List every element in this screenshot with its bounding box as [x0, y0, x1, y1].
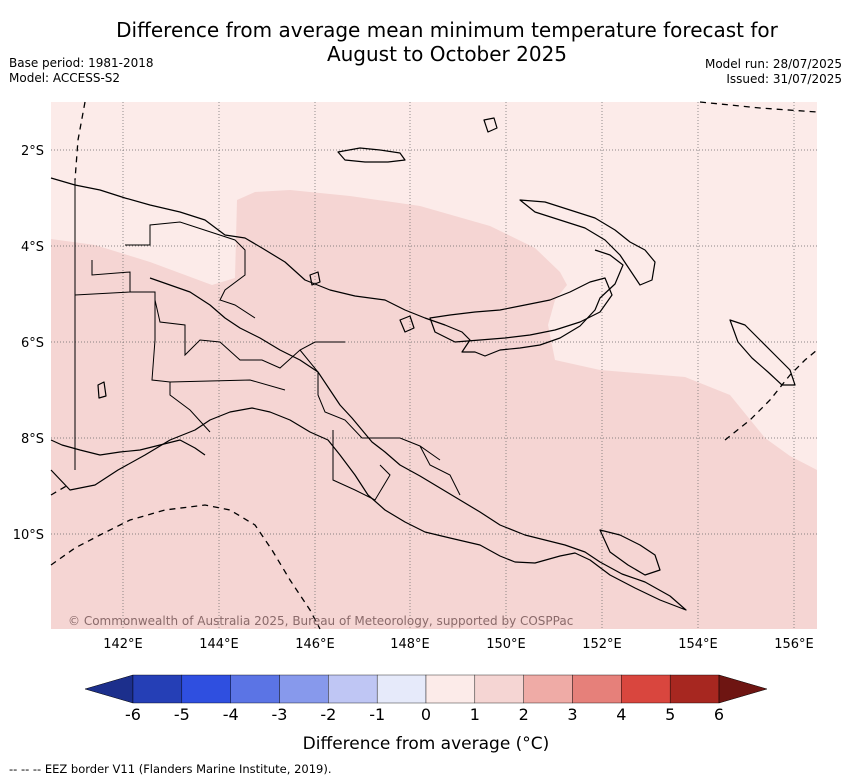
gridlines — [51, 102, 817, 629]
colorbar-cell — [523, 674, 573, 704]
colorbar-cell — [572, 674, 622, 704]
lon-label-142e: 142°E — [103, 637, 143, 652]
colorbar-extension-high — [718, 674, 768, 704]
colorbar-tick-label: 6 — [714, 705, 724, 724]
colorbar-tick-label: 5 — [665, 705, 675, 724]
admin-boundaries — [74, 180, 461, 501]
coastline-manus — [337, 147, 406, 163]
lon-label-154e: 154°E — [678, 637, 718, 652]
title-line-1: Difference from average mean minimum tem… — [116, 18, 778, 42]
meta-right: Model run: 28/07/2025 Issued: 31/07/2025 — [705, 57, 842, 87]
colorbar-tick-label: 2 — [519, 705, 529, 724]
eez-border-east — [724, 349, 818, 441]
lon-label-152e: 152°E — [582, 637, 622, 652]
model-run-text: Model run: 28/07/2025 — [704, 57, 842, 71]
coastline-new-britain — [429, 277, 613, 343]
coastline-island-small-2 — [309, 271, 321, 286]
colorbar-tick-label: -1 — [369, 705, 385, 724]
coastline-island-small-3 — [399, 315, 415, 333]
lon-label-144e: 144°E — [199, 637, 239, 652]
coastline-new-guinea-south — [50, 277, 687, 611]
colorbar-cell — [279, 674, 329, 704]
eez-legend-text: -- -- -- EEZ border V11 (Flanders Marine… — [9, 762, 332, 776]
colorbar-cell — [328, 674, 378, 704]
colorbar-label: Difference from average (°C) — [303, 734, 550, 754]
colorbar-cell — [669, 674, 720, 704]
lon-label-148e: 148°E — [390, 637, 430, 652]
coastline-new-ireland — [519, 199, 656, 286]
eez-border-west-lower — [50, 484, 69, 496]
eez-borders — [50, 101, 818, 630]
lat-labels: 2°S 4°S 6°S 8°S 10°S — [13, 144, 44, 543]
province-boundaries — [74, 221, 461, 501]
model-text: Model: ACCESS-S2 — [9, 71, 121, 85]
colorbar-cell — [376, 674, 427, 704]
lat-label-10s: 10°S — [13, 528, 44, 543]
colorbar-cell — [425, 674, 476, 704]
colorbar-cell — [132, 674, 183, 704]
meta-left: Base period: 1981-2018 Model: ACCESS-S2 — [9, 56, 154, 86]
lon-labels: 142°E 144°E 146°E 148°E 150°E 152°E 154°… — [103, 637, 814, 652]
coastline-island-small-1 — [483, 117, 498, 133]
coastline-bougainville — [729, 319, 796, 386]
map-title: Difference from average mean minimum tem… — [0, 18, 850, 66]
lon-label-156e: 156°E — [774, 637, 814, 652]
lat-label-2s: 2°S — [21, 144, 44, 159]
colorbar-cell — [621, 674, 671, 704]
lat-label-8s: 8°S — [21, 432, 44, 447]
lat-label-6s: 6°S — [21, 336, 44, 351]
colorbar-cell — [230, 674, 280, 704]
colorbar-tick-label: 3 — [567, 705, 577, 724]
colorbar-tick-label: -3 — [272, 705, 288, 724]
colorbar-tick-label: -5 — [174, 705, 190, 724]
colorbar-cell — [181, 674, 231, 704]
colorbar-tick-labels: -6 -5 -4 -3 -2 -1 0 1 2 3 4 5 6 — [125, 705, 724, 724]
colorbar-tick-label: 4 — [616, 705, 626, 724]
base-period-text: Base period: 1981-2018 — [9, 56, 154, 70]
colorbar-extension-low — [84, 674, 134, 704]
copyright-text: © Commonwealth of Australia 2025, Bureau… — [68, 614, 573, 628]
colorbar-tick-label: 0 — [421, 705, 431, 724]
colorbar: -6 -5 -4 -3 -2 -1 0 1 2 3 4 5 6 Difference from aver… — [84, 674, 768, 754]
colorbar-tick-label: 1 — [470, 705, 480, 724]
coastlines — [50, 117, 796, 611]
colorbar-cells — [132, 674, 720, 704]
colorbar-cell — [474, 674, 524, 704]
eez-border-north-east — [699, 101, 818, 113]
colorbar-tick-label: -2 — [320, 705, 336, 724]
issued-text: Issued: 31/07/2025 — [726, 72, 842, 86]
coastline-island-small-4 — [97, 381, 107, 399]
colorbar-tick-label: -6 — [125, 705, 141, 724]
anomaly-region-1-to-2 — [51, 190, 817, 629]
lon-label-146e: 146°E — [295, 637, 335, 652]
eez-border-west — [74, 101, 86, 181]
title-line-2: August to October 2025 — [326, 42, 568, 66]
colorbar-tick-label: -4 — [223, 705, 239, 724]
coastline-islands-east — [599, 529, 661, 576]
lat-label-4s: 4°S — [21, 240, 44, 255]
eez-border-south-west — [50, 504, 321, 630]
coastline-south-trans-fly — [50, 439, 206, 456]
lon-label-150e: 150°E — [486, 637, 526, 652]
